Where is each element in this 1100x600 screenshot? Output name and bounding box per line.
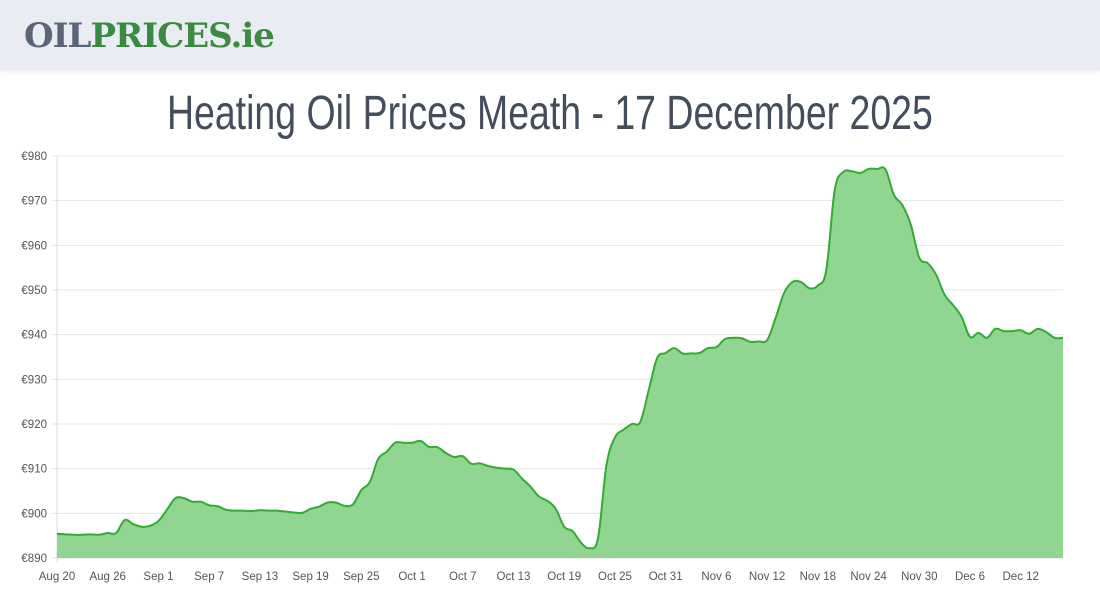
x-tick-label: Dec 12	[1003, 571, 1039, 583]
y-tick-label: €970	[21, 196, 47, 208]
x-tick-label: Sep 7	[194, 571, 224, 583]
x-tick-label: Oct 7	[449, 571, 476, 583]
y-tick-label: €910	[21, 464, 47, 476]
site-logo[interactable]: OILPRICES.ie	[24, 16, 275, 56]
y-tick-label: €900	[21, 508, 47, 520]
x-tick-label: Sep 1	[143, 571, 173, 583]
y-tick-label: €950	[21, 285, 47, 297]
x-tick-label: Sep 19	[292, 571, 328, 583]
y-tick-label: €940	[21, 330, 47, 342]
y-tick-label: €960	[21, 240, 47, 252]
site-header: OILPRICES.ie	[0, 0, 1100, 70]
page-title-text: Heating Oil Prices Meath - 17 December 2…	[167, 87, 933, 140]
price-area	[57, 167, 1063, 558]
y-tick-label: €920	[21, 419, 47, 431]
logo-oil: OIL	[24, 16, 91, 56]
y-tick-label: €980	[21, 151, 47, 163]
x-tick-label: Sep 25	[343, 571, 379, 583]
price-line	[56, 166, 1064, 550]
x-tick-label: Sep 13	[242, 571, 278, 583]
y-tick-label: €890	[21, 553, 47, 565]
y-tick-label: €930	[21, 374, 47, 386]
x-tick-label: Aug 20	[39, 571, 75, 583]
x-tick-label: Nov 24	[850, 571, 887, 583]
x-tick-label: Oct 25	[598, 571, 632, 583]
x-tick-label: Oct 1	[398, 571, 425, 583]
x-tick-label: Nov 18	[800, 571, 836, 583]
page-title: Heating Oil Prices Meath - 17 December 2…	[0, 84, 1100, 144]
x-tick-label: Nov 6	[701, 571, 731, 583]
logo-prices: PRICES.ie	[90, 16, 274, 56]
x-tick-label: Oct 13	[497, 571, 531, 583]
x-tick-label: Oct 19	[547, 571, 581, 583]
x-tick-label: Aug 26	[89, 571, 125, 583]
x-tick-label: Oct 31	[649, 571, 683, 583]
x-tick-label: Nov 30	[901, 571, 937, 583]
x-tick-label: Nov 12	[749, 571, 785, 583]
x-tick-label: Dec 6	[955, 571, 985, 583]
